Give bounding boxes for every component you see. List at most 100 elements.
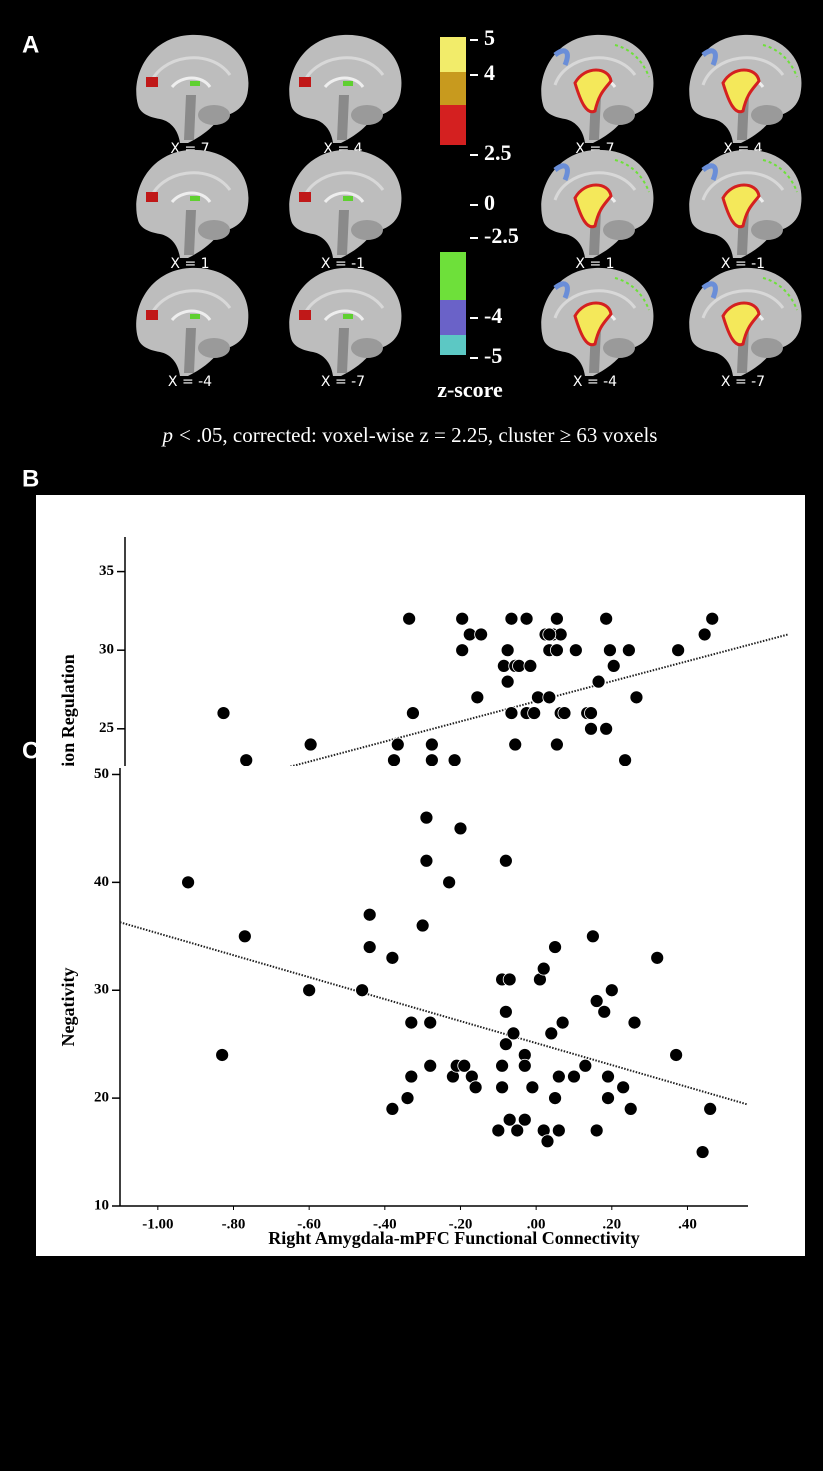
point [303, 737, 318, 752]
point [362, 940, 377, 954]
y-tick-label: 50 [94, 766, 109, 782]
y-tick-label: 10 [94, 1197, 109, 1213]
point [551, 1069, 566, 1084]
point [404, 1015, 419, 1030]
activation [343, 314, 353, 319]
point [453, 821, 468, 836]
activation [701, 281, 718, 299]
point [508, 737, 523, 752]
colorbar-label: -2.5 [484, 223, 519, 248]
brain-slice [687, 148, 803, 260]
colorbar-label: 0 [484, 190, 495, 215]
point [498, 1037, 513, 1052]
x-axis-label: Right Amygdala-mPFC Functional Connectiv… [268, 1228, 640, 1248]
point [504, 611, 519, 626]
colorbar-label: 4 [484, 60, 495, 85]
point [548, 1091, 562, 1106]
activation [343, 81, 353, 86]
x-tick-label: .20 [602, 1216, 621, 1232]
y-axis-label: Negativity [58, 968, 78, 1047]
point [542, 627, 557, 642]
point [216, 706, 231, 720]
point [551, 1123, 566, 1138]
slice-label: X = -4 [573, 374, 617, 390]
y-tick-label: 40 [94, 874, 109, 890]
point [517, 1112, 532, 1127]
point [555, 1015, 570, 1030]
activation [701, 163, 718, 181]
point [549, 611, 564, 626]
activation [343, 196, 353, 201]
point [578, 1058, 593, 1073]
point [470, 690, 485, 705]
point [697, 627, 712, 642]
activation [721, 68, 761, 114]
x-tick-label: -.40 [373, 1216, 397, 1232]
point [669, 1048, 684, 1062]
brain-slice [539, 33, 655, 145]
point [603, 643, 617, 658]
point [671, 643, 686, 658]
point [362, 907, 377, 922]
colorbar-label: -4 [484, 303, 502, 328]
point [589, 1123, 604, 1138]
point [455, 611, 470, 626]
colorbar-segment [440, 335, 466, 355]
point [584, 706, 598, 720]
activation [573, 183, 613, 229]
point [491, 1123, 506, 1138]
slice-label: X = 1 [170, 256, 209, 272]
point [390, 737, 405, 752]
colorbar-segment [440, 72, 466, 105]
point [423, 1058, 438, 1073]
brain-slice [539, 266, 655, 378]
point [457, 1058, 472, 1073]
point [239, 753, 254, 768]
activation [553, 48, 570, 66]
point [591, 674, 606, 689]
activation [299, 77, 311, 87]
activation [762, 277, 798, 311]
point [424, 753, 439, 768]
brain-slice [134, 266, 250, 378]
panel-label: C [22, 737, 39, 764]
point [215, 1048, 230, 1062]
point [549, 643, 564, 658]
activation [190, 81, 200, 86]
point [627, 1015, 642, 1030]
y-tick-label: 30 [99, 642, 114, 658]
caption-p: p [161, 423, 174, 447]
colorbar-label: 5 [484, 25, 495, 50]
activation [190, 196, 200, 201]
point [705, 611, 720, 626]
point [387, 753, 401, 768]
trendline [119, 921, 749, 1106]
x-tick-label: -.80 [222, 1216, 246, 1232]
point [621, 643, 636, 658]
slice-label: X = 1 [575, 256, 614, 272]
slice-label: X = -1 [721, 256, 765, 272]
y-tick-label: 20 [94, 1090, 109, 1106]
point [601, 1069, 615, 1084]
activation [146, 192, 158, 202]
colorbar-segment [440, 252, 466, 300]
activation [553, 163, 570, 181]
brain-slice [134, 148, 250, 260]
point [523, 659, 538, 673]
y-tick-label: 35 [99, 563, 114, 579]
point [502, 1112, 517, 1127]
point [500, 643, 515, 658]
activation [573, 68, 613, 114]
activation [721, 301, 761, 347]
y-tick-label: 30 [94, 982, 109, 998]
point [402, 611, 417, 626]
point [549, 737, 564, 752]
activation [721, 183, 761, 229]
point [544, 1026, 559, 1041]
point [302, 983, 317, 998]
point [606, 659, 621, 673]
point [527, 706, 542, 720]
activation [146, 310, 158, 320]
point [589, 994, 604, 1008]
point [519, 611, 534, 626]
